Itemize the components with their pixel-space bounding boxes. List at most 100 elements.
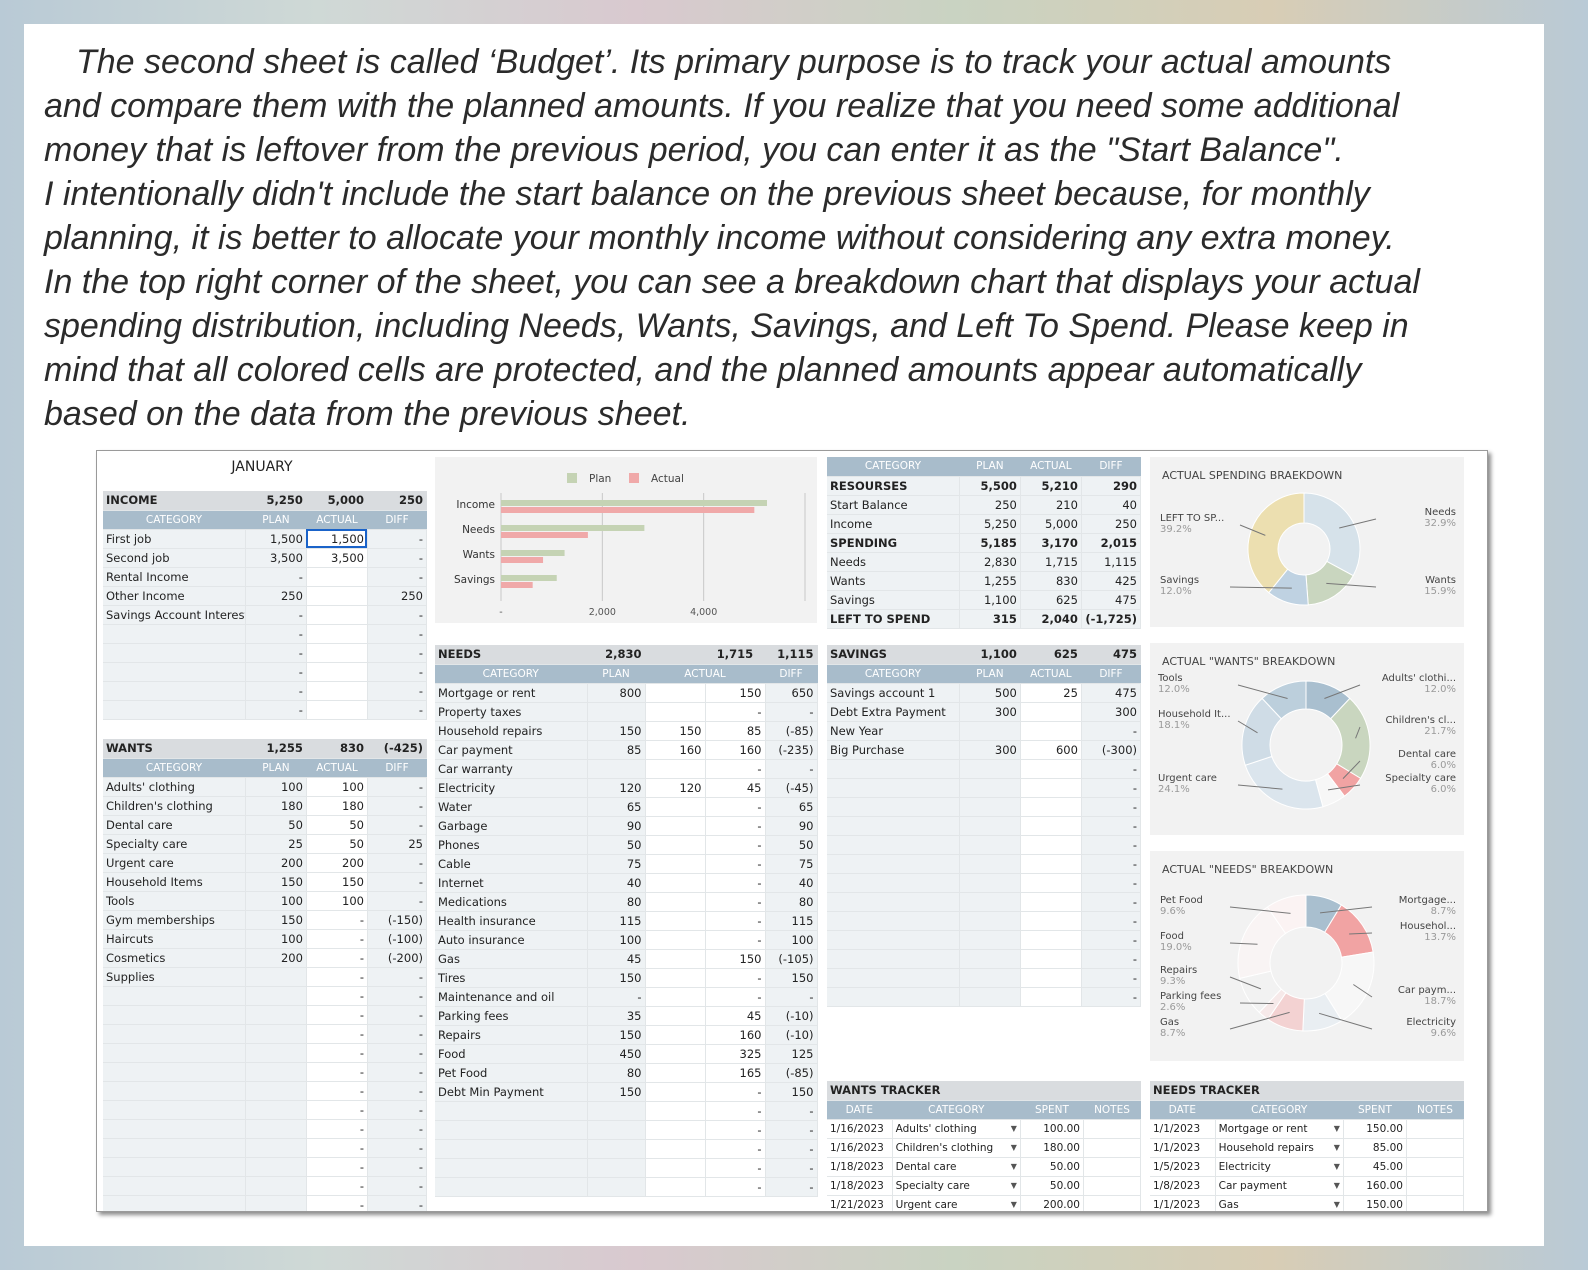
actual-cell[interactable]: 50 — [306, 815, 368, 835]
actual-cell[interactable]: - — [705, 1177, 766, 1197]
actual-cell[interactable]: - — [705, 1101, 766, 1121]
actual-cell[interactable] — [306, 662, 368, 682]
category-dropdown[interactable]: ▼ Children's clothing — [892, 1138, 1021, 1158]
actual-cell[interactable]: 45 — [705, 778, 766, 798]
notes-cell[interactable] — [1083, 1195, 1142, 1211]
category-dropdown[interactable]: ▼ Urgent care — [892, 1195, 1021, 1211]
actual-cell[interactable]: - — [705, 1158, 766, 1178]
actual-cell[interactable]: 325 — [705, 1044, 766, 1064]
notes-cell[interactable] — [1406, 1138, 1465, 1158]
dropdown-arrow-icon[interactable]: ▼ — [1010, 1161, 1017, 1171]
actual-input-cell[interactable]: 150 — [645, 721, 706, 741]
actual-cell[interactable]: 165 — [705, 1063, 766, 1083]
spent-cell[interactable]: 150.00 — [1343, 1119, 1407, 1139]
actual-cell[interactable] — [1020, 721, 1082, 741]
actual-cell[interactable]: - — [705, 835, 766, 855]
date-cell[interactable]: 1/1/2023 — [1150, 1138, 1216, 1158]
actual-cell[interactable]: - — [705, 854, 766, 874]
actual-cell[interactable]: - — [306, 1024, 368, 1044]
actual-input-cell[interactable] — [645, 930, 706, 950]
actual-cell[interactable]: 160 — [705, 740, 766, 760]
actual-cell[interactable]: - — [306, 1176, 368, 1196]
actual-cell[interactable] — [306, 605, 368, 625]
actual-input-cell[interactable] — [645, 949, 706, 969]
actual-cell[interactable]: - — [705, 930, 766, 950]
dropdown-arrow-icon[interactable]: ▼ — [1333, 1180, 1340, 1190]
notes-cell[interactable] — [1406, 1157, 1465, 1177]
notes-cell[interactable] — [1406, 1176, 1465, 1196]
actual-cell[interactable] — [1020, 968, 1082, 988]
actual-input-cell[interactable] — [645, 968, 706, 988]
actual-cell[interactable]: - — [705, 759, 766, 779]
actual-input-cell[interactable] — [645, 797, 706, 817]
spent-cell[interactable]: 180.00 — [1020, 1138, 1084, 1158]
category-dropdown[interactable]: ▼ Dental care — [892, 1157, 1021, 1177]
actual-cell[interactable]: - — [306, 1138, 368, 1158]
category-dropdown[interactable]: ▼ Adults' clothing — [892, 1119, 1021, 1139]
actual-cell[interactable] — [306, 624, 368, 644]
actual-cell[interactable]: - — [705, 1139, 766, 1159]
actual-input-cell[interactable] — [645, 1025, 706, 1045]
actual-input-cell[interactable] — [645, 873, 706, 893]
actual-input-cell[interactable] — [645, 1063, 706, 1083]
actual-cell[interactable]: 150 — [705, 683, 766, 703]
actual-cell[interactable]: - — [306, 967, 368, 987]
actual-input-cell[interactable] — [645, 816, 706, 836]
actual-cell[interactable]: - — [306, 986, 368, 1006]
dropdown-arrow-icon[interactable]: ▼ — [1333, 1161, 1340, 1171]
spent-cell[interactable]: 200.00 — [1020, 1195, 1084, 1211]
date-cell[interactable]: 1/18/2023 — [827, 1176, 893, 1196]
date-cell[interactable]: 1/8/2023 — [1150, 1176, 1216, 1196]
actual-cell[interactable] — [1020, 759, 1082, 779]
actual-cell[interactable]: - — [306, 1100, 368, 1120]
actual-input-cell[interactable] — [645, 1044, 706, 1064]
actual-cell[interactable]: 3,500 — [306, 548, 368, 568]
actual-input-cell[interactable] — [645, 835, 706, 855]
spent-cell[interactable]: 160.00 — [1343, 1176, 1407, 1196]
actual-cell[interactable]: - — [705, 816, 766, 836]
actual-cell[interactable]: - — [705, 892, 766, 912]
spent-cell[interactable]: 85.00 — [1343, 1138, 1407, 1158]
notes-cell[interactable] — [1083, 1157, 1142, 1177]
actual-cell[interactable]: 600 — [1020, 740, 1082, 760]
date-cell[interactable]: 1/16/2023 — [827, 1119, 893, 1139]
actual-cell[interactable]: 160 — [705, 1025, 766, 1045]
category-dropdown[interactable]: ▼ Electricity — [1215, 1157, 1344, 1177]
actual-input-cell[interactable] — [645, 854, 706, 874]
actual-cell[interactable]: 180 — [306, 796, 368, 816]
actual-cell[interactable]: - — [705, 797, 766, 817]
actual-cell[interactable]: 50 — [306, 834, 368, 854]
actual-cell[interactable]: - — [705, 702, 766, 722]
actual-cell[interactable]: - — [705, 1120, 766, 1140]
actual-input-cell[interactable] — [645, 892, 706, 912]
actual-input-cell[interactable] — [645, 759, 706, 779]
actual-cell[interactable]: - — [705, 987, 766, 1007]
actual-cell[interactable] — [306, 643, 368, 663]
actual-cell[interactable]: 85 — [705, 721, 766, 741]
actual-cell[interactable] — [306, 700, 368, 720]
date-cell[interactable]: 1/1/2023 — [1150, 1195, 1216, 1211]
actual-cell[interactable]: - — [306, 1195, 368, 1211]
dropdown-arrow-icon[interactable]: ▼ — [1010, 1199, 1017, 1209]
notes-cell[interactable] — [1083, 1119, 1142, 1139]
actual-cell[interactable] — [1020, 816, 1082, 836]
category-dropdown[interactable]: ▼ Specialty care — [892, 1176, 1021, 1196]
dropdown-arrow-icon[interactable]: ▼ — [1333, 1123, 1340, 1133]
spent-cell[interactable]: 50.00 — [1020, 1176, 1084, 1196]
actual-cell[interactable] — [1020, 835, 1082, 855]
date-cell[interactable]: 1/5/2023 — [1150, 1157, 1216, 1177]
date-cell[interactable]: 1/21/2023 — [827, 1195, 893, 1211]
actual-cell[interactable]: - — [306, 1062, 368, 1082]
actual-cell[interactable]: 45 — [705, 1006, 766, 1026]
spent-cell[interactable]: 150.00 — [1343, 1195, 1407, 1211]
actual-cell[interactable] — [1020, 778, 1082, 798]
actual-input-cell[interactable] — [645, 683, 706, 703]
actual-cell[interactable] — [306, 567, 368, 587]
notes-cell[interactable] — [1406, 1195, 1465, 1211]
notes-cell[interactable] — [1083, 1138, 1142, 1158]
actual-cell[interactable]: 100 — [306, 891, 368, 911]
spent-cell[interactable]: 45.00 — [1343, 1157, 1407, 1177]
actual-cell[interactable] — [1020, 797, 1082, 817]
dropdown-arrow-icon[interactable]: ▼ — [1010, 1123, 1017, 1133]
actual-cell[interactable] — [1020, 949, 1082, 969]
